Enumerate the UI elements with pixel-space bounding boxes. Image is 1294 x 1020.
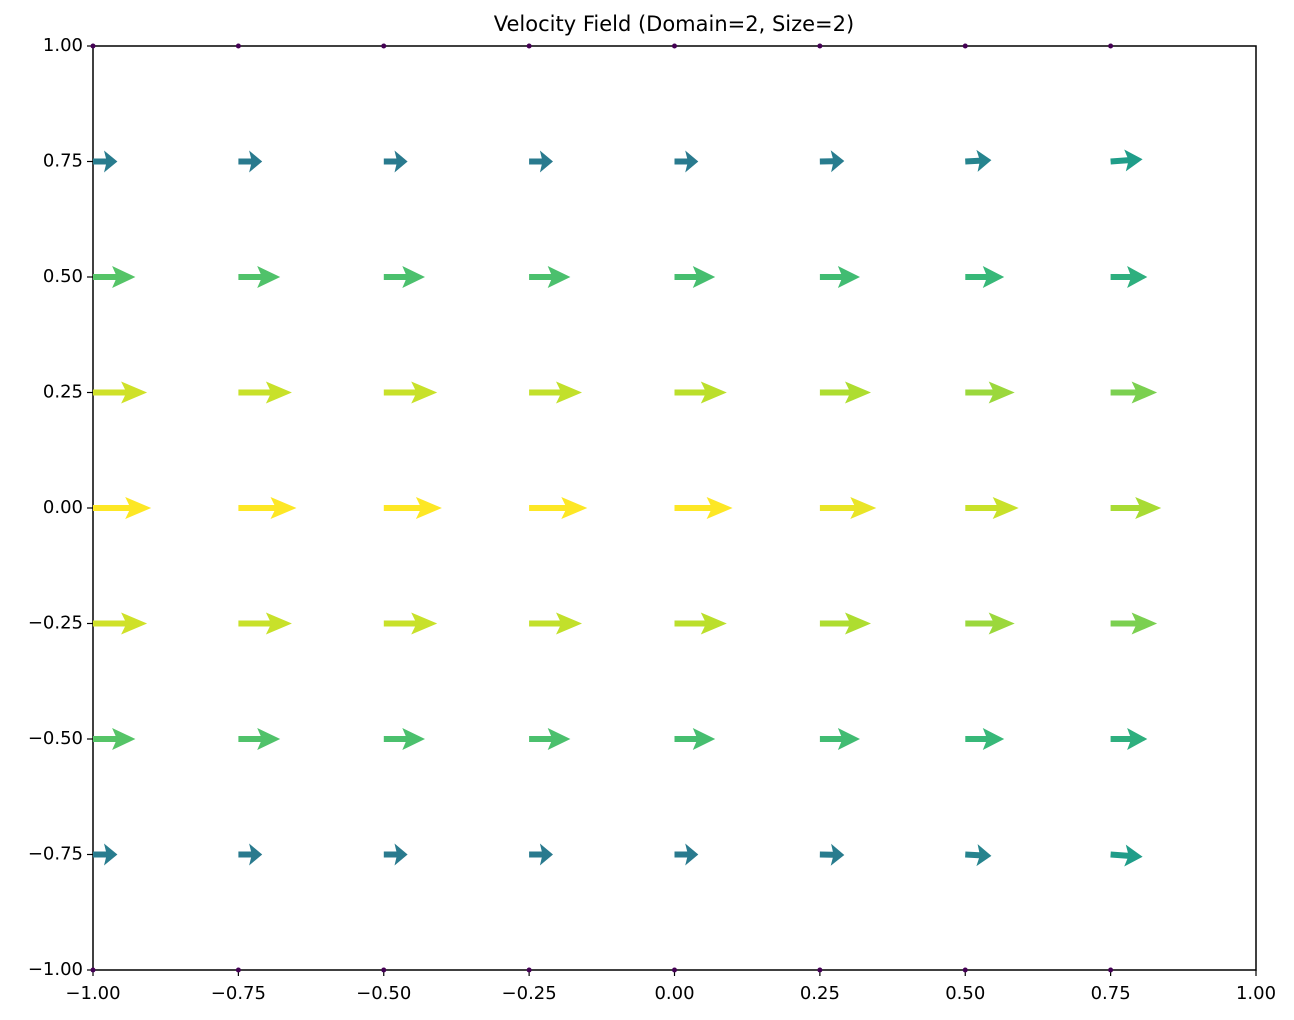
- y-tick-label: 0.75: [43, 151, 83, 172]
- arrow: [238, 728, 281, 750]
- arrow: [529, 612, 582, 635]
- arrow: [962, 43, 968, 49]
- arrow: [383, 497, 442, 519]
- arrow: [674, 843, 699, 866]
- arrow: [819, 150, 845, 173]
- arrow: [674, 381, 727, 404]
- arrow: [93, 612, 148, 635]
- arrow: [93, 150, 118, 173]
- arrow: [819, 497, 877, 519]
- arrow: [965, 844, 992, 867]
- arrow: [1110, 381, 1158, 404]
- arrow: [381, 43, 387, 49]
- arrow: [529, 843, 553, 866]
- arrow: [93, 266, 136, 288]
- arrow: [965, 149, 992, 172]
- arrow: [1108, 43, 1114, 49]
- y-tick-label: −0.75: [28, 844, 83, 865]
- arrow: [674, 612, 727, 635]
- arrow: [381, 967, 387, 973]
- y-tick-label: 1.00: [43, 35, 83, 56]
- x-tick-label: 0.00: [654, 983, 694, 1004]
- arrow: [529, 497, 588, 519]
- arrow: [238, 843, 263, 866]
- arrow: [93, 728, 136, 750]
- arrow: [383, 150, 408, 173]
- x-tick-label: 0.25: [800, 983, 840, 1004]
- x-tick-label: −0.50: [356, 983, 411, 1004]
- arrow: [965, 612, 1015, 635]
- x-tick-label: −0.25: [502, 983, 557, 1004]
- arrow: [672, 967, 677, 973]
- arrow: [962, 967, 968, 973]
- arrow: [238, 381, 292, 404]
- arrow: [93, 381, 148, 404]
- arrow: [238, 497, 297, 519]
- arrow: [674, 150, 699, 173]
- arrow: [965, 728, 1005, 750]
- arrow: [90, 967, 96, 973]
- y-tick-label: 0.50: [43, 266, 83, 287]
- arrow: [819, 728, 860, 750]
- chart-title: Velocity Field (Domain=2, Size=2): [494, 12, 854, 36]
- arrow: [383, 381, 438, 404]
- y-tick-label: −0.50: [28, 728, 83, 749]
- arrow: [1110, 612, 1158, 635]
- x-tick-label: 0.50: [945, 983, 985, 1004]
- arrow: [529, 728, 571, 750]
- arrow: [672, 43, 677, 49]
- arrow: [674, 728, 716, 750]
- arrow: [238, 150, 263, 173]
- y-tick-label: 0.25: [43, 382, 83, 403]
- arrow: [383, 266, 425, 288]
- arrow: [819, 843, 845, 866]
- x-tick-label: −1.00: [65, 983, 120, 1004]
- arrow: [1110, 497, 1162, 519]
- arrow: [529, 381, 582, 404]
- arrow: [1110, 844, 1143, 867]
- arrow: [819, 381, 871, 404]
- y-tick-label: 0.00: [43, 497, 83, 518]
- arrow: [965, 381, 1015, 404]
- arrow: [93, 843, 118, 866]
- arrow: [674, 497, 733, 519]
- arrow: [93, 497, 152, 519]
- arrow: [526, 967, 532, 973]
- arrow: [674, 266, 716, 288]
- arrow: [965, 497, 1019, 519]
- arrow: [529, 266, 571, 288]
- x-tick-label: 0.75: [1091, 983, 1131, 1004]
- arrow: [90, 43, 96, 49]
- arrow: [1110, 266, 1148, 288]
- arrow: [965, 266, 1005, 288]
- arrow: [383, 728, 425, 750]
- arrow: [1110, 149, 1143, 172]
- arrow: [526, 43, 532, 49]
- arrow: [529, 150, 553, 173]
- x-tick-label: −0.75: [211, 983, 266, 1004]
- arrow: [1110, 728, 1148, 750]
- arrow: [383, 612, 438, 635]
- arrow: [819, 612, 871, 635]
- arrow: [235, 43, 241, 49]
- arrow: [235, 967, 241, 973]
- y-tick-label: −0.25: [28, 613, 83, 634]
- x-tick-label: 1.00: [1236, 983, 1276, 1004]
- arrow: [238, 266, 281, 288]
- arrow: [383, 843, 408, 866]
- arrow: [817, 967, 823, 973]
- arrow: [817, 43, 823, 49]
- arrow: [819, 266, 860, 288]
- arrow: [1108, 967, 1114, 973]
- y-tick-label: −1.00: [28, 959, 83, 980]
- arrow: [238, 612, 292, 635]
